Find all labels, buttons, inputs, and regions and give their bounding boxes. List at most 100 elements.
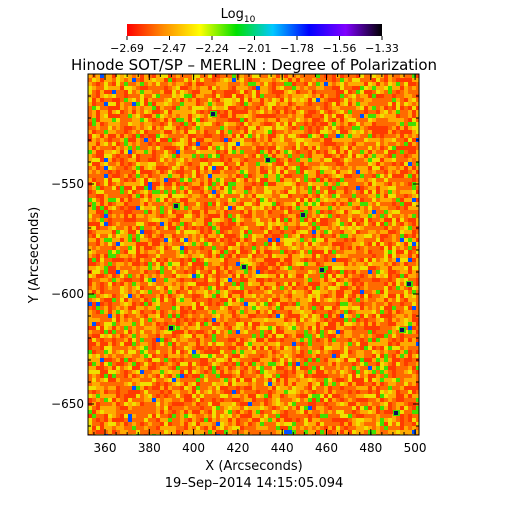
map-pixel — [400, 82, 404, 86]
map-pixel — [244, 250, 248, 254]
map-pixel — [300, 86, 304, 90]
map-pixel — [160, 246, 164, 250]
map-pixel — [236, 226, 240, 230]
map-pixel — [388, 230, 392, 234]
map-pixel — [180, 274, 184, 278]
map-pixel — [404, 198, 408, 202]
map-pixel — [92, 146, 96, 150]
map-pixel — [160, 134, 164, 138]
map-pixel — [268, 190, 272, 194]
map-pixel — [140, 234, 144, 238]
map-pixel — [284, 254, 288, 258]
map-pixel — [384, 134, 388, 138]
map-pixel — [232, 162, 236, 166]
map-pixel — [228, 218, 232, 222]
map-pixel — [100, 302, 104, 306]
map-pixel — [212, 130, 216, 134]
map-pixel — [280, 110, 284, 114]
map-pixel — [184, 278, 188, 282]
map-pixel — [264, 134, 268, 138]
map-pixel — [284, 86, 288, 90]
map-pixel — [296, 98, 300, 102]
map-pixel — [412, 170, 416, 174]
map-pixel — [116, 158, 120, 162]
map-pixel — [348, 206, 352, 210]
map-pixel — [100, 78, 104, 82]
map-pixel — [352, 250, 356, 254]
map-pixel — [296, 162, 300, 166]
map-pixel — [340, 174, 344, 178]
map-pixel — [400, 170, 404, 174]
map-pixel — [280, 122, 284, 126]
map-pixel — [200, 266, 204, 270]
map-pixel — [200, 138, 204, 142]
map-pixel — [348, 258, 352, 262]
map-pixel — [256, 226, 260, 230]
map-pixel — [284, 306, 288, 310]
map-pixel — [412, 282, 416, 286]
map-pixel — [248, 202, 252, 206]
map-pixel — [228, 282, 232, 286]
map-pixel — [248, 298, 252, 302]
map-pixel — [236, 294, 240, 298]
map-pixel — [116, 254, 120, 258]
map-pixel — [96, 274, 100, 278]
map-pixel — [408, 262, 412, 266]
map-pixel — [236, 94, 240, 98]
map-pixel — [208, 198, 212, 202]
map-pixel — [312, 90, 316, 94]
map-pixel — [332, 182, 336, 186]
map-pixel — [92, 266, 96, 270]
map-pixel — [356, 78, 360, 82]
map-pixel — [368, 194, 372, 198]
map-pixel — [172, 306, 176, 310]
map-pixel — [264, 78, 268, 82]
map-pixel — [396, 170, 400, 174]
map-pixel — [320, 206, 324, 210]
map-pixel — [180, 238, 184, 242]
map-pixel — [344, 238, 348, 242]
map-pixel — [372, 74, 376, 78]
map-pixel — [332, 74, 336, 78]
map-pixel — [276, 298, 280, 302]
map-pixel — [404, 174, 408, 178]
map-pixel — [220, 138, 224, 142]
map-pixel — [280, 294, 284, 298]
map-pixel — [136, 270, 140, 274]
map-pixel — [248, 250, 252, 254]
map-pixel — [392, 174, 396, 178]
colorbar-tick-label: −1.56 — [323, 42, 357, 55]
map-pixel — [120, 118, 124, 122]
map-pixel — [196, 110, 200, 114]
map-pixel — [232, 282, 236, 286]
map-pixel — [272, 182, 276, 186]
map-pixel — [200, 150, 204, 154]
map-pixel — [208, 278, 212, 282]
map-pixel — [416, 278, 419, 282]
map-pixel — [148, 254, 152, 258]
map-pixel — [312, 138, 316, 142]
map-pixel — [380, 86, 384, 90]
map-pixel — [308, 258, 312, 262]
map-pixel — [372, 90, 376, 94]
map-pixel — [328, 110, 332, 114]
map-pixel — [280, 246, 284, 250]
map-pixel — [100, 110, 104, 114]
map-pixel — [180, 158, 184, 162]
map-pixel — [88, 146, 92, 150]
map-pixel — [240, 114, 244, 118]
map-pixel — [416, 302, 419, 306]
map-pixel — [136, 230, 140, 234]
map-pixel — [244, 146, 248, 150]
map-pixel — [304, 190, 308, 194]
map-pixel — [380, 98, 384, 102]
map-pixel — [400, 290, 404, 294]
map-pixel — [284, 282, 288, 286]
map-pixel — [272, 250, 276, 254]
map-pixel — [392, 238, 396, 242]
map-pixel — [148, 134, 152, 138]
map-pixel — [356, 162, 360, 166]
map-pixel — [228, 82, 232, 86]
map-pixel — [148, 282, 152, 286]
map-pixel — [396, 146, 400, 150]
